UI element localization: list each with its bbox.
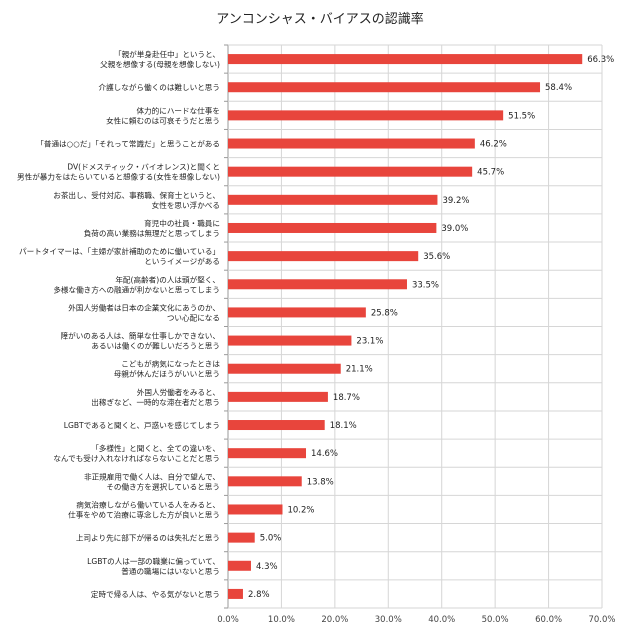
bar-value-label: 23.1% [356, 337, 383, 347]
bar [228, 391, 328, 402]
x-tick-label: 70.0% [588, 615, 615, 625]
bars [228, 54, 583, 599]
bar-value-label: 39.2% [442, 196, 469, 206]
category-label: お茶出し、受付対応、事務職、保育士というと、 [53, 190, 220, 200]
category-label: 母親が休んだほうがいいと思う [114, 369, 220, 379]
bar [228, 166, 473, 177]
bar-value-label: 39.0% [441, 224, 468, 234]
category-label: 年配(高齢者)の人は頭が堅く、 [115, 274, 220, 284]
category-label: こどもが病気になったときは [121, 359, 220, 369]
bar [228, 560, 251, 571]
category-label: 「多様性」と聞くと、全ての違いを、 [91, 443, 220, 453]
category-label: 普通の職場にはいないと思う [121, 566, 220, 576]
category-label: 体力的にハードな仕事を [136, 105, 220, 115]
bar-value-label: 45.7% [477, 168, 504, 178]
bar-value-label: 58.4% [545, 83, 572, 93]
category-label: 多様な働き方への融通が利かないと思ってしまう [53, 284, 220, 294]
category-label: 父親を想像する(母親を想像しない) [100, 59, 220, 69]
category-label: 負荷の高い業務は無理だと思ってしまう [84, 228, 220, 238]
category-label: LGBTの人は一部の職業に偏っていて、 [87, 556, 220, 566]
bar [228, 532, 255, 543]
category-labels: 「親が単身赴任中」というと、父親を想像する(母親を想像しない) 介護しながら働くの… [17, 49, 220, 599]
category-label: 育児中の社員・職員に [144, 218, 220, 228]
bar-value-label: 25.8% [371, 308, 398, 318]
bar [228, 110, 504, 121]
bar-value-label: 14.6% [311, 449, 338, 459]
bar [228, 476, 302, 487]
category-label: なんでも受け入れなければならないことだと思う [53, 453, 220, 463]
bar [228, 82, 541, 93]
category-label: 仕事をやめて治療に専念した方が良いと思う [68, 509, 220, 519]
category-label: 非正規雇用で働く人は、自分で望んで、 [84, 471, 220, 481]
bar [228, 448, 307, 459]
bar [228, 588, 243, 599]
value-labels: 66.3% 58.4% 51.5% 46.2% 45.7% 39.2% 39.0% 35.6%… [248, 55, 614, 600]
bar [228, 504, 283, 515]
bar-value-label: 5.0% [260, 534, 282, 544]
x-tick-label: 20.0% [321, 615, 348, 625]
bar [228, 279, 407, 290]
category-label: パートタイマーは、「主婦が家計補助のために働いている」 [19, 246, 220, 256]
category-label: 女性を思い浮かべる [152, 200, 220, 210]
bar [228, 307, 366, 318]
category-label: 女性に頼むのは可哀そうだと思う [106, 115, 220, 125]
chart-title: アンコンシャス・バイアスの認識率 [216, 11, 423, 27]
bar [228, 251, 419, 262]
category-label: つい心配になる [167, 313, 220, 322]
bar [228, 194, 438, 205]
category-label: 出稼ぎなど、一時的な滞在者だと思う [91, 397, 220, 407]
category-label: 介護しながら働くのは難しいと思う [99, 82, 221, 92]
bar-value-label: 13.8% [307, 477, 334, 487]
bar-value-label: 33.5% [412, 280, 439, 290]
bar [228, 138, 475, 149]
bar-value-label: 2.8% [248, 590, 270, 600]
gridlines [224, 44, 603, 609]
bar-value-label: 10.2% [287, 505, 314, 515]
bar [228, 335, 352, 346]
category-label: その働き方を選択していると思う [106, 481, 220, 491]
bar [228, 222, 437, 233]
category-label: 定時で帰る人は、やる気がないと思う [91, 589, 220, 599]
bar [228, 54, 583, 65]
category-label: 「親が単身赴任中」というと、 [114, 49, 220, 59]
bar-value-label: 66.3% [587, 55, 614, 65]
bar-value-label: 51.5% [508, 111, 535, 121]
category-label: LGBTであると聞くと、戸惑いを感じてしまう [64, 420, 220, 430]
bar [228, 363, 341, 374]
x-axis-ticks: 0.0% 10.0% 20.0% 30.0% 40.0% 50.0% 60.0% 70.0% [217, 615, 615, 625]
category-label: 病気治療しながら働いている人をみると、 [76, 499, 220, 509]
bar-value-label: 35.6% [423, 252, 450, 262]
category-label: 障がいのある人は、簡単な仕事しかできない、 [61, 331, 220, 341]
category-label: DV(ドメスティック・バイオレンス)と聞くと [67, 163, 220, 172]
x-tick-label: 10.0% [268, 615, 295, 625]
category-label: 男性が暴力をはたらいていると想像する(女性を想像しない) [17, 172, 220, 182]
x-tick-label: 40.0% [428, 615, 455, 625]
bar-value-label: 18.7% [333, 393, 360, 403]
bar-value-label: 18.1% [330, 421, 357, 431]
category-label: 上司より先に部下が帰るのは失礼だと思う [76, 533, 220, 543]
bar-value-label: 4.3% [256, 562, 278, 572]
category-label: というイメージがある [144, 256, 220, 266]
bar [228, 420, 325, 431]
bar-value-label: 46.2% [480, 140, 507, 150]
category-label: 外国人労働者は日本の企業文化にあうのか、 [68, 302, 220, 312]
bar-value-label: 21.1% [346, 365, 373, 375]
category-label: 外国人労働者をみると、 [137, 387, 220, 397]
x-tick-label: 0.0% [217, 615, 239, 625]
category-label: 「普通は○○だ」「それって常識だ」と思うことがある [36, 139, 220, 149]
category-label: あるいは働くのが難しいだろうと思う [91, 341, 220, 351]
x-tick-label: 30.0% [375, 615, 402, 625]
x-tick-label: 50.0% [482, 615, 509, 625]
x-tick-label: 60.0% [535, 615, 562, 625]
